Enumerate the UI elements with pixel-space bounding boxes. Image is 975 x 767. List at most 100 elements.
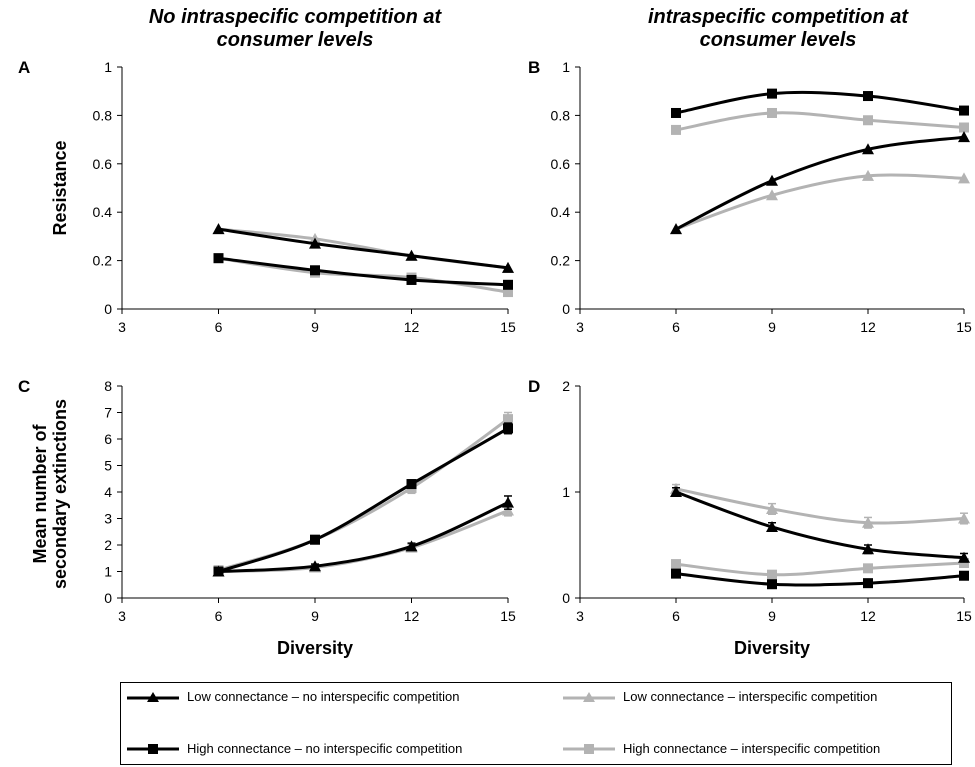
series-1 (212, 223, 514, 273)
y-tick-label: 0.8 (93, 107, 113, 123)
data-point-square (863, 563, 873, 574)
data-point-square (503, 414, 513, 425)
panel-letter: A (18, 58, 30, 77)
data-point-triangle (405, 249, 418, 261)
series-line (218, 256, 509, 287)
data-point-triangle (502, 504, 514, 516)
right-column-title: intraspecific competition at consumer le… (647, 6, 909, 51)
data-point-square (767, 569, 777, 580)
x-tick-label: 6 (672, 608, 680, 624)
left-column-title: No intraspecific competition at consumer… (148, 6, 442, 51)
figure-canvas: A00.20.40.60.813 6 9 12 15ResistanceB00.20.4… (18, 58, 972, 658)
series-1 (670, 131, 970, 235)
data-point-square (959, 105, 969, 116)
y-tick-label: 0.6 (551, 156, 571, 172)
data-point-square (503, 279, 513, 290)
data-point-triangle (766, 174, 778, 186)
series-line (675, 173, 965, 231)
data-point-square (503, 423, 513, 434)
y-tick-label: 6 (104, 431, 112, 447)
x-tick-label: 15 (500, 319, 516, 335)
series-1 (212, 495, 514, 577)
y-tick-label: 5 (104, 458, 112, 474)
series-2 (213, 422, 513, 577)
data-point-triangle (862, 143, 874, 155)
x-tick-label: 3 (118, 319, 126, 335)
data-point-triangle (958, 131, 970, 143)
y-tick-label: 0.6 (93, 156, 113, 172)
data-point-square (671, 568, 681, 579)
x-tick-label: 9 (311, 608, 319, 624)
data-point-square (671, 107, 681, 118)
y-tick-label: 1 (104, 564, 112, 580)
series-2 (671, 88, 969, 118)
series-line (218, 227, 509, 270)
x-axis-label: Diversity (277, 638, 353, 658)
data-point-square (503, 287, 513, 298)
data-point-triangle (766, 189, 778, 201)
y-axis-label: Resistance (50, 140, 70, 235)
x-tick-label: 15 (956, 319, 972, 335)
data-point-square (406, 479, 417, 490)
panel-a: A 0 0.2 0.4 0.6 0.8 1 3 6 9 12 15 Resistance (18, 58, 516, 335)
data-point-square (959, 122, 969, 133)
data-point-triangle (670, 223, 682, 235)
data-point-triangle (958, 551, 970, 563)
data-point-triangle (766, 520, 778, 532)
data-point-triangle (862, 516, 874, 528)
x-tick-label: 9 (311, 319, 319, 335)
x-axis-label: Diversity (734, 638, 810, 658)
series-line (218, 509, 509, 573)
data-point-square (959, 570, 969, 581)
y-tick-label: 0 (562, 590, 570, 606)
panel-letter: C (18, 377, 30, 396)
series-line (218, 501, 509, 573)
data-point-square (310, 265, 320, 276)
series-line (675, 90, 965, 115)
series-1 (670, 486, 970, 563)
y-axis-label: Mean number ofsecondary extinctions (30, 399, 70, 589)
x-tick-label: 15 (500, 608, 516, 624)
data-point-triangle (502, 496, 514, 508)
y-tick-label: 0.8 (551, 107, 571, 123)
x-tick-label: 3 (118, 608, 126, 624)
legend-label: Low connectance – interspecific competit… (623, 689, 878, 704)
legend-label: High connectance – interspecific competi… (623, 741, 881, 756)
x-tick-label: 12 (860, 608, 876, 624)
data-point-square (213, 253, 224, 264)
x-tick-label: 15 (956, 608, 972, 624)
data-point-triangle (212, 223, 225, 235)
series-4 (213, 411, 513, 576)
data-point-triangle (766, 502, 778, 514)
legend: Low connectance – no interspecific compe… (120, 682, 952, 765)
data-point-square (767, 107, 777, 118)
data-point-triangle (862, 169, 874, 181)
y-tick-label: 0 (562, 301, 570, 317)
x-tick-label: 12 (860, 319, 876, 335)
data-point-square (863, 91, 873, 102)
y-tick-label: 7 (104, 405, 112, 421)
series-line (675, 487, 965, 525)
x-tick-label: 12 (404, 319, 420, 335)
x-tick-label: 3 (576, 319, 584, 335)
series-line (675, 572, 965, 587)
y-tick-label: 0 (104, 301, 112, 317)
data-point-square (863, 578, 873, 589)
data-point-triangle (862, 543, 874, 555)
data-point-triangle (309, 560, 321, 572)
y-tick-label: 8 (104, 378, 112, 394)
legend-label: High connectance – no interspecific comp… (187, 741, 463, 756)
data-point-square (406, 274, 417, 285)
data-point-triangle (502, 261, 514, 273)
y-tick-label: 1 (562, 484, 570, 500)
data-point-square (959, 558, 969, 569)
data-point-triangle (309, 237, 321, 249)
legend-label: Low connectance – no interspecific compe… (187, 689, 460, 704)
x-tick-label: 6 (215, 319, 223, 335)
data-point-square (767, 88, 777, 99)
y-tick-label: 0.4 (93, 204, 113, 220)
series-2 (213, 253, 513, 290)
data-point-square (213, 566, 224, 577)
y-tick-label: 0.2 (93, 253, 113, 269)
